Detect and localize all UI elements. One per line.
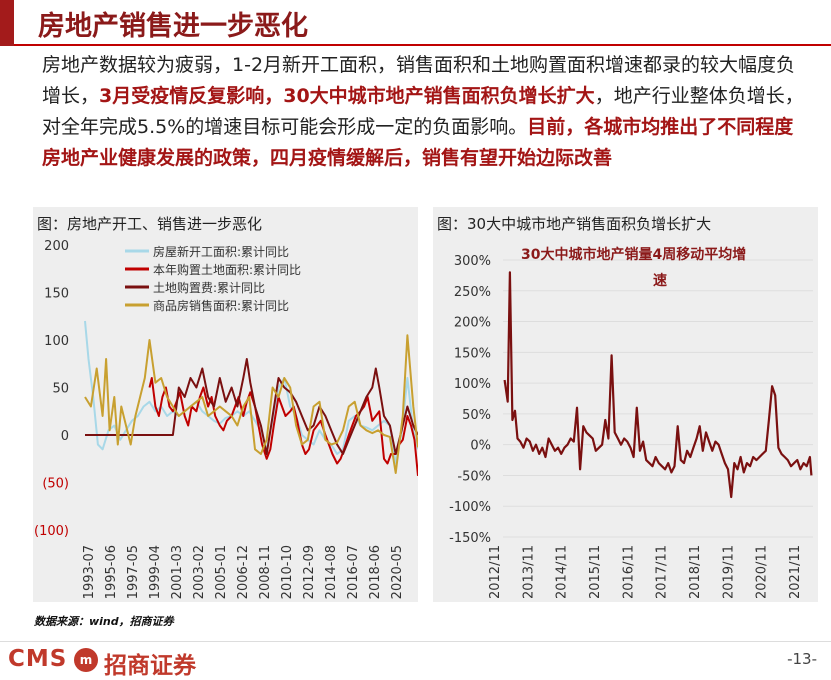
x-tick-label: 2003-02: [192, 545, 207, 599]
x-tick-label: 2014-08: [324, 545, 339, 599]
cms-logo-text: CMS: [8, 646, 68, 672]
y-tick-label: 200: [44, 239, 69, 254]
paragraph-text: ，地产行业整体负增长，对全年完成5.5%的增速目标可能会形成一定的负面影响。: [42, 85, 804, 138]
y-tick-label: -50%: [457, 469, 491, 484]
y-tick-label: 200%: [454, 316, 491, 331]
x-tick-label: 2020-05: [390, 545, 405, 599]
x-tick-label: 2001-03: [170, 545, 185, 599]
x-tick-label: 1995-06: [104, 545, 119, 599]
legend-label-3: 商品房销售面积:累计同比: [153, 298, 289, 313]
x-tick-label: 2017/11: [655, 545, 670, 599]
page-title: 房地产销售进一步恶化: [38, 11, 308, 42]
y-tick-label: 250%: [454, 285, 491, 300]
x-tick-label: 2018/11: [688, 545, 703, 599]
series-line-2: [85, 358, 418, 455]
x-tick-label: 2016-07: [346, 545, 361, 599]
x-tick-label: 2008-11: [258, 545, 273, 599]
x-tick-label: 2018-06: [368, 545, 383, 599]
x-tick-label: 2013/11: [521, 545, 536, 599]
chart-left-svg: 200 150 100 50 0 (50) (100) 1993-07 1995-06 1997-…: [34, 239, 418, 599]
x-tick-label: 2005-01: [214, 545, 229, 599]
x-tick-label: 1993-07: [82, 545, 97, 599]
chart-right-svg: 300%250%200%150%100%50%0%-50%-100%-150%2…: [449, 246, 813, 599]
y-tick-label: 100: [44, 334, 69, 349]
chart-annotation-line2: 速: [653, 272, 667, 289]
x-tick-label: 2012/11: [488, 545, 503, 599]
paragraph-highlight: 目前，各城市均推出了不同程度房地产业健康发展的政策，四月疫情缓解后，销售有望开始…: [42, 116, 794, 169]
y-tick-label: 50: [52, 382, 69, 397]
legend-label-0: 房屋新开工面积:累计同比: [153, 244, 289, 259]
x-tick-label: 2012-09: [302, 545, 317, 599]
x-tick-label: 2021/11: [788, 545, 803, 599]
x-tick-label: 2006-12: [236, 545, 251, 599]
data-source-note: 数据来源：wind，招商证券: [34, 615, 174, 628]
legend-label-2: 土地购置费:累计同比: [153, 280, 265, 295]
y-tick-label: 50%: [462, 408, 491, 423]
series-line-1: [148, 377, 418, 476]
x-tick-label: 2016/11: [621, 545, 636, 599]
paragraph-text: 房地产数据较为疲弱，1-2月新开工面积，销售面积和土地购置面积增速都录的较大幅度…: [42, 54, 796, 107]
chart-annotation-line1: 30大中城市地产销量4周移动平均增: [521, 246, 746, 263]
x-tick-label: 2019/11: [721, 545, 736, 599]
series-line-3: [84, 334, 418, 474]
chart-panel-right: 图：30大中城市地产销售面积负增长扩大 300% 250% 200% 150% 100%…: [433, 207, 818, 602]
chart-left-title: 图：房地产开工、销售进一步恶化: [37, 215, 263, 233]
y-tick-label: 150: [44, 287, 69, 302]
series-line-0: [503, 271, 813, 499]
footer-divider: [0, 641, 831, 642]
y-tick-label: -150%: [449, 531, 491, 546]
paragraph-highlight: 3月受疫情反复影响，30大中城市地产销售面积负增长扩大: [99, 85, 595, 107]
x-tick-label: 1999-04: [148, 545, 163, 599]
chart-right-title: 图：30大中城市地产销售面积负增长扩大: [437, 215, 712, 233]
cms-logo-mark: m: [74, 648, 98, 672]
summary-paragraph: 房地产数据较为疲弱，1-2月新开工面积，销售面积和土地购置面积增速都录的较大幅度…: [42, 50, 812, 174]
x-tick-label: 2010-10: [280, 545, 295, 599]
page-number: -13-: [787, 650, 817, 668]
x-tick-label: 2014/11: [555, 545, 570, 599]
y-tick-label: 300%: [454, 254, 491, 269]
x-tick-label: 2015/11: [588, 545, 603, 599]
x-tick-label: 1997-05: [126, 545, 141, 599]
title-underline: [14, 44, 831, 46]
title-accent-bar: [0, 0, 14, 46]
y-tick-label: (100): [34, 524, 69, 539]
y-tick-label: 0%: [470, 439, 491, 454]
y-tick-label: 100%: [454, 377, 491, 392]
y-tick-label: 0: [61, 429, 69, 444]
legend-label-1: 本年购置土地面积:累计同比: [153, 262, 301, 277]
y-tick-label: (50): [42, 477, 69, 492]
y-tick-label: 150%: [454, 346, 491, 361]
x-tick-label: 2020/11: [755, 545, 770, 599]
y-tick-label: -100%: [449, 500, 491, 515]
chart-panel-left: 图：房地产开工、销售进一步恶化 200 150 100 50 0 (50) (100) 199…: [33, 207, 418, 602]
